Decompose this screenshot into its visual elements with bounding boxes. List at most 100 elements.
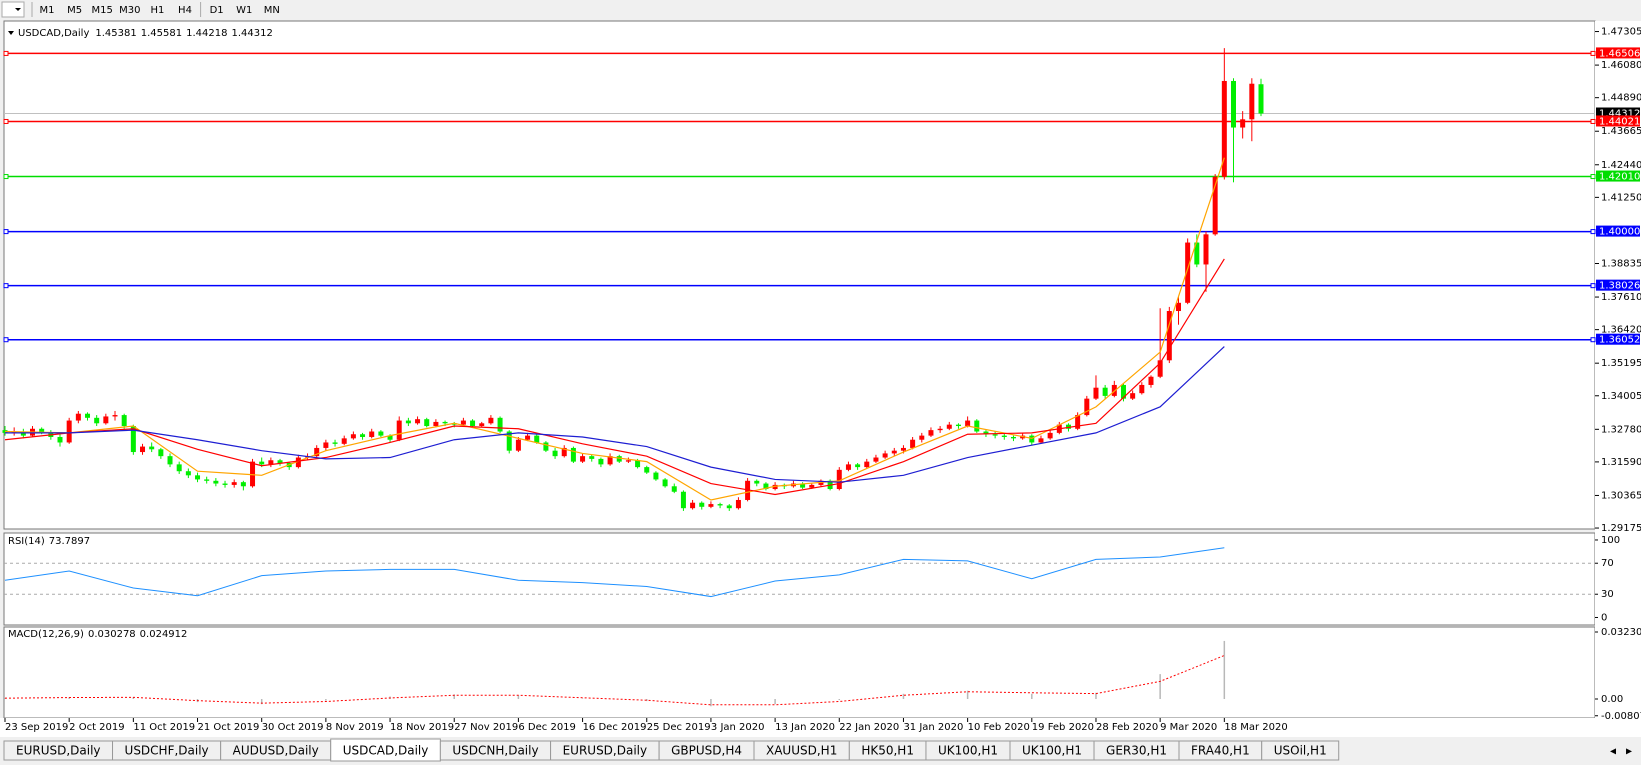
candle-body [94,417,100,424]
candle-body [717,504,723,506]
tab-label[interactable]: USDCAD,Daily [343,744,429,758]
timeframe-button[interactable] [231,1,258,18]
timeframe-button[interactable] [144,1,171,18]
rsi-tick-label: 100 [1601,535,1620,546]
tab-label[interactable]: FRA40,H1 [1191,744,1250,758]
candle-body [185,471,191,476]
timeframe-label[interactable]: W1 [236,5,252,16]
level-anchor [3,50,9,56]
timeframe-label[interactable]: H4 [178,5,192,16]
tab-scroll[interactable]: ▸ [1626,744,1632,758]
candle-body [965,420,971,427]
y-tick-label: 1.44890 [1601,93,1641,104]
candle-body [314,447,320,457]
candle-body [1029,435,1035,443]
timeframe-label[interactable]: D1 [210,5,224,16]
dropdown-arrow [15,8,21,11]
candle-body [680,491,686,509]
timeframe-label[interactable]: M1 [40,5,55,16]
x-tick-label: 11 Oct 2019 [133,722,195,733]
candle-body [946,424,952,429]
macd-tick-label: 0.00 [1601,694,1623,705]
candle-body [85,413,91,418]
timeframe-button[interactable] [116,1,143,18]
tab-label[interactable]: GER30,H1 [1106,744,1167,758]
tab-label[interactable]: EURUSD,Daily [563,744,648,758]
x-tick-label: 22 Jan 2020 [839,722,899,733]
tab-label[interactable]: USOil,H1 [1274,744,1327,758]
tab-label[interactable]: USDCHF,Daily [125,744,209,758]
candle-body [552,450,558,457]
candle-body [754,480,760,484]
tab-label[interactable]: UK100,H1 [938,744,998,758]
macd-value: 0.024912 [140,629,188,640]
y-tick-label: 1.37610 [1601,292,1641,303]
tab-label[interactable]: UK100,H1 [1022,744,1082,758]
candle-body [900,447,906,451]
level-label: 1.44021 [1599,116,1640,127]
dropdown[interactable] [1,1,25,18]
tab-label[interactable]: USDCNH,Daily [452,744,538,758]
timeframe-label[interactable]: H1 [150,5,164,16]
level-anchor [1590,283,1596,289]
candle-body [75,413,81,421]
candle-body [836,469,842,490]
macd-tick-label: -0.008077 [1601,711,1641,722]
timeframe-button[interactable] [258,1,285,18]
level-label-bg [1596,279,1640,291]
x-tick-label: 13 Jan 2020 [775,722,835,733]
level-label: 1.40000 [1599,227,1640,238]
candle-body [543,442,549,451]
candle-body [983,431,989,435]
tab-label[interactable]: EURUSD,Daily [16,744,101,758]
macd-title: MACD(12,26,9) [8,629,84,640]
candle-body [1148,376,1154,385]
candle-body [1075,415,1081,429]
candle-body [112,415,118,417]
candle-body [625,460,631,462]
macd-tick-label: 0.032307 [1601,627,1641,638]
candle-body [415,419,421,424]
candle-body [1212,176,1218,235]
timeframe-button[interactable] [203,1,230,18]
candle-body [20,431,26,436]
candle-body [57,436,63,443]
tab[interactable] [1261,740,1340,761]
candle-body [845,464,851,470]
candle-body [1139,384,1145,394]
timeframe-button[interactable] [89,1,116,18]
candle-body [763,483,769,490]
tab-label[interactable]: XAUUSD,H1 [766,744,837,758]
timeframe-label[interactable]: MN [264,5,280,16]
moving-average [4,258,1225,496]
candle-body [607,456,613,465]
candle-body [992,434,998,436]
candle-body [1240,119,1246,128]
level-label-bg [1596,47,1640,59]
candle-body [433,421,439,427]
timeframe-button[interactable] [172,1,198,18]
ohlc-value: 1.45381 [95,28,136,39]
candle-body [1093,387,1099,399]
timeframe-label[interactable]: M30 [119,5,140,16]
candle-body [726,505,732,509]
tab-label[interactable]: AUDUSD,Daily [233,744,319,758]
candle-body [873,457,879,462]
main-panel [3,20,1596,530]
candle-body [66,420,72,443]
timeframe-button[interactable] [34,1,60,18]
level-anchor [3,174,9,180]
tab-label[interactable]: GBPUSD,H4 [671,744,742,758]
candle-body [1230,80,1236,128]
tab-scroll[interactable]: ◂ [1610,744,1616,758]
timeframe-button[interactable] [61,1,88,18]
timeframe-label[interactable]: M15 [92,5,113,16]
candle-body [378,431,384,436]
tab-label[interactable]: HK50,H1 [861,744,914,758]
level-label: 1.38026 [1599,281,1640,292]
candle-body [864,461,870,468]
timeframe-label[interactable]: M5 [67,5,82,16]
x-tick-label: 27 Nov 2019 [454,722,518,733]
candle-body [1084,398,1090,416]
